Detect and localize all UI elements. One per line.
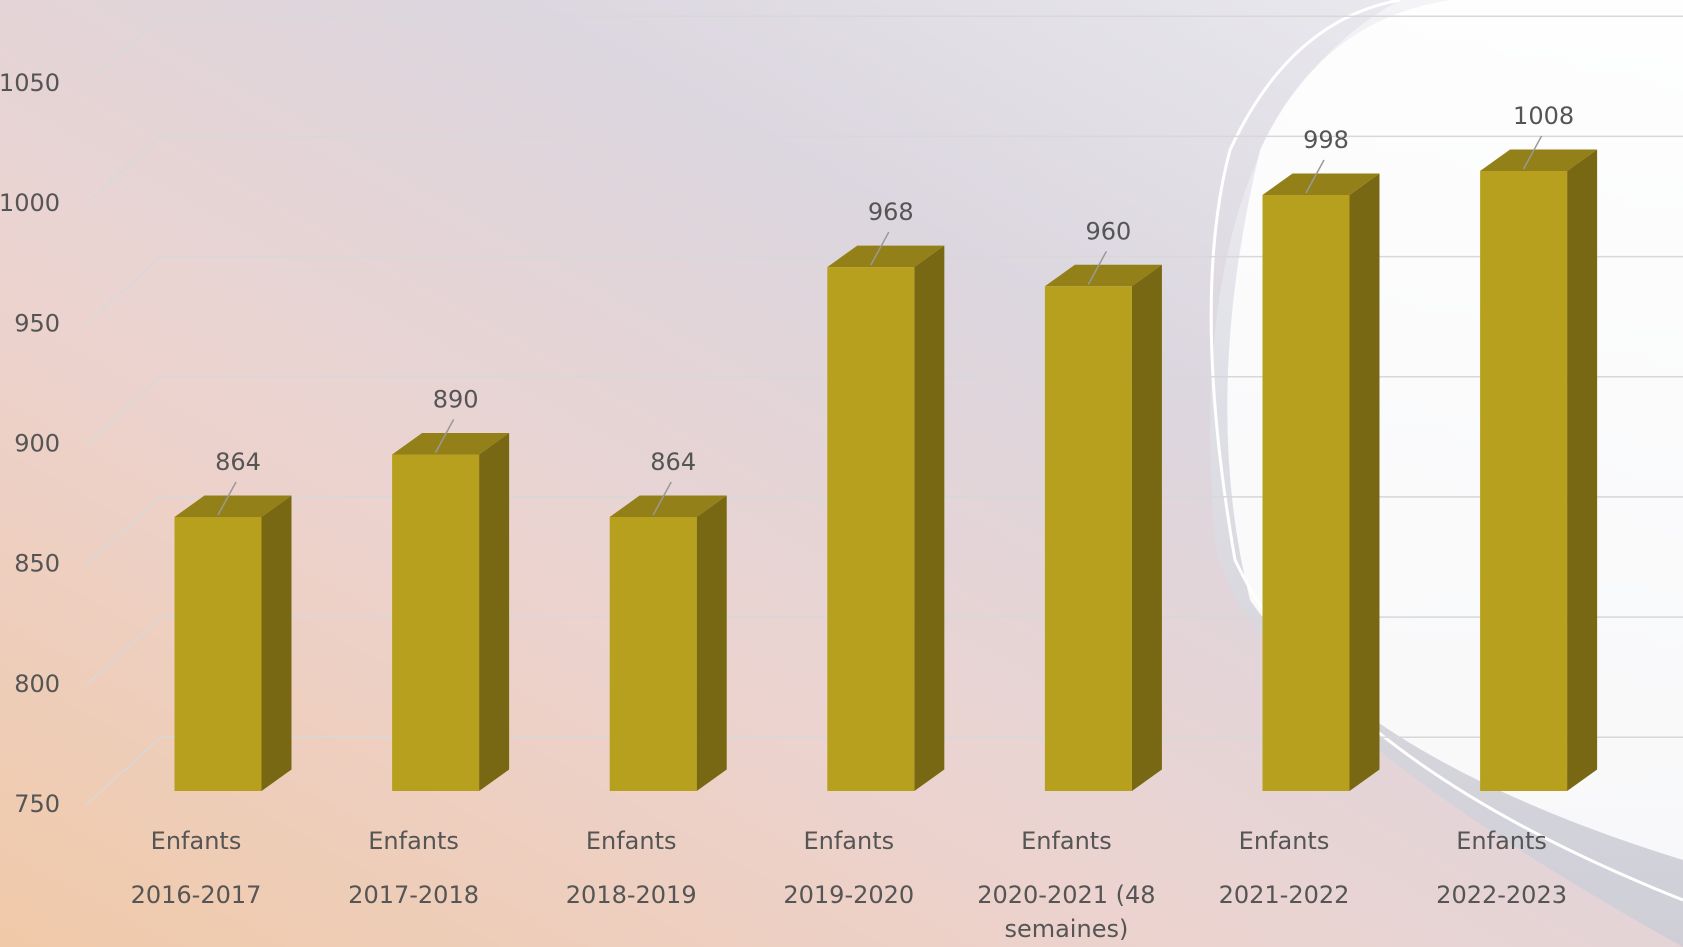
bar — [1480, 149, 1598, 791]
bar — [174, 495, 292, 791]
bar-side — [1131, 264, 1162, 791]
x-tick-label: 2020-2021 (48 semaines) — [977, 881, 1155, 943]
bar-top-shade — [392, 433, 510, 455]
bar-side — [261, 495, 292, 791]
y-tick-label: 900 — [14, 430, 60, 458]
bar-side — [1567, 149, 1598, 791]
bar-top-shade — [1044, 264, 1162, 287]
data-label: 998 — [1303, 126, 1349, 154]
grid-line — [85, 616, 1683, 686]
bar-side-shade — [479, 433, 510, 791]
x-tick-label: 2017-2018 — [348, 881, 479, 909]
bar-side-shade — [914, 245, 945, 791]
data-label: 864 — [650, 448, 696, 476]
bar-side — [479, 433, 510, 791]
bar-top-shade — [174, 495, 292, 518]
bar-front — [827, 267, 915, 791]
bar — [609, 495, 727, 791]
grid-line — [85, 135, 1683, 205]
grid-line — [85, 736, 1683, 806]
y-tick-label: 950 — [14, 309, 60, 337]
x-group-label: Enfants — [803, 827, 894, 855]
bar-top — [1262, 173, 1380, 195]
bar-front — [174, 517, 262, 791]
bar — [827, 245, 945, 791]
bar-front — [1262, 194, 1350, 791]
bar-top — [392, 433, 510, 455]
bar-front — [392, 454, 480, 791]
x-group-label: Enfants — [151, 827, 242, 855]
y-tick-label: 1000 — [0, 189, 60, 217]
background-arc — [1209, 0, 1683, 902]
bar-top — [609, 495, 727, 518]
bar-top — [1480, 149, 1598, 171]
bar-side-shade — [1349, 173, 1380, 791]
bar-side — [914, 245, 945, 791]
x-group-label: Enfants — [1021, 827, 1112, 855]
bar-top — [1044, 264, 1162, 287]
x-group-label: Enfants — [368, 827, 459, 855]
leader-line — [1087, 250, 1108, 285]
bar-front — [1480, 170, 1568, 791]
bar-top-shade — [609, 495, 727, 518]
bar — [392, 433, 510, 791]
bar — [1044, 264, 1162, 791]
bar-top — [174, 495, 292, 518]
x-tick-label: 2016-2017 — [131, 881, 262, 909]
x-tick-label: 2019-2020 — [783, 881, 914, 909]
data-label: 960 — [1085, 217, 1131, 245]
leader-line — [1305, 159, 1325, 194]
bar-side — [696, 495, 727, 791]
data-label: 1008 — [1513, 102, 1574, 130]
grid-line — [85, 376, 1683, 446]
leader-line — [217, 481, 237, 516]
y-tick-label: 800 — [14, 670, 60, 698]
grid-line — [85, 255, 1683, 325]
data-label: 890 — [433, 386, 479, 414]
leader-line — [1522, 135, 1543, 170]
bar — [1262, 173, 1380, 791]
x-group-label: Enfants — [586, 827, 677, 855]
x-tick-label: 2022-2023 — [1436, 881, 1567, 909]
bar-side-shade — [1567, 149, 1598, 791]
bar-top — [827, 245, 945, 268]
bar-side-shade — [261, 495, 292, 791]
x-group-label: Enfants — [1456, 827, 1547, 855]
bar-side-shade — [1131, 264, 1162, 791]
y-tick-label: 850 — [14, 550, 60, 578]
bar-side — [1349, 173, 1380, 791]
grid-line — [85, 15, 1683, 85]
leader-line — [652, 481, 672, 516]
leader-line — [870, 231, 890, 266]
y-tick-label: 1050 — [0, 69, 60, 97]
x-tick-label: 2021-2022 — [1219, 881, 1350, 909]
bar-top-shade — [827, 245, 945, 268]
bar-top-shade — [1480, 149, 1598, 171]
bar-top-shade — [1262, 173, 1380, 195]
leader-line — [434, 419, 455, 453]
bar-side-shade — [696, 495, 727, 791]
data-label: 968 — [868, 198, 914, 226]
data-label: 864 — [215, 448, 261, 476]
bar-front — [609, 517, 697, 791]
bar-front — [1044, 286, 1132, 791]
x-group-label: Enfants — [1239, 827, 1330, 855]
y-tick-label: 750 — [14, 790, 60, 818]
grid-line — [85, 496, 1683, 566]
x-tick-label: 2018-2019 — [566, 881, 697, 909]
